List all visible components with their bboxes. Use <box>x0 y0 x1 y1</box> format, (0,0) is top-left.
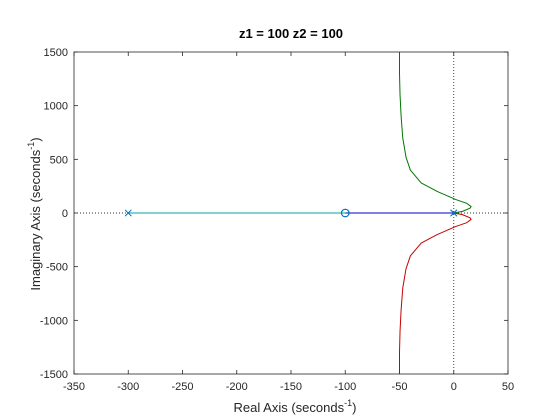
pole-marker <box>450 209 458 217</box>
y-tick-label: 1000 <box>44 101 68 113</box>
y-tick-label: -500 <box>46 262 68 274</box>
chart-title: z1 = 100 z2 = 100 <box>239 26 343 41</box>
x-tick-labels: -350 -300 -250 -200 -150 -100 -50 0 50 <box>63 381 514 393</box>
locus-branch-red <box>399 212 472 374</box>
y-axis-label-end: ) <box>28 137 43 141</box>
x-tick-label: -250 <box>171 381 193 393</box>
y-tick-label: 1500 <box>44 47 68 59</box>
x-axis-label-superscript: -1 <box>344 398 352 408</box>
y-tick-label: -1500 <box>40 369 68 381</box>
y-tick-label: -1000 <box>40 315 68 327</box>
x-tick-label: -100 <box>334 381 356 393</box>
y-tick-label: 500 <box>50 154 68 166</box>
y-axis-label-superscript: -1 <box>26 142 36 150</box>
x-axis-label: Real Axis (seconds-1) <box>234 398 357 415</box>
x-tick-label: -150 <box>280 381 302 393</box>
pole-marker <box>124 209 132 217</box>
y-tick-label: 0 <box>62 208 68 220</box>
x-tick-label: -50 <box>392 381 408 393</box>
pole-zero-markers <box>124 208 458 218</box>
x-tick-label: -200 <box>226 381 248 393</box>
plot-frame <box>73 51 509 375</box>
y-axis-label-main: Imaginary Axis (seconds <box>28 149 43 290</box>
x-tick-label: 0 <box>451 381 457 393</box>
zero-marker <box>340 208 350 218</box>
x-axis-label-end: ) <box>352 400 356 415</box>
y-axis-label: Imaginary Axis (seconds-1) <box>26 137 43 290</box>
x-tick-label: -300 <box>117 381 139 393</box>
y-tick-labels: -1500 -1000 -500 0 500 1000 1500 <box>40 47 68 381</box>
x-tick-label: 50 <box>502 381 514 393</box>
x-tick-label: -350 <box>63 381 85 393</box>
x-axis-label-main: Real Axis (seconds <box>234 400 345 415</box>
locus-branches <box>128 52 472 374</box>
locus-branch-green <box>399 52 472 214</box>
